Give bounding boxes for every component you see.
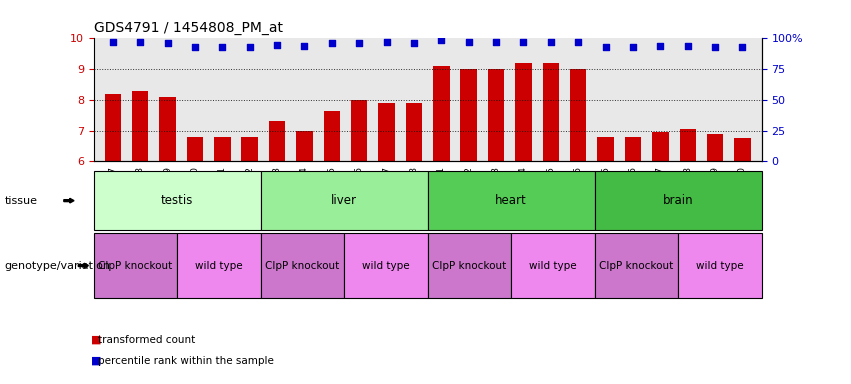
Bar <box>351 100 368 161</box>
Bar <box>296 131 312 161</box>
Point <box>298 43 311 49</box>
Point <box>380 39 393 45</box>
Point <box>243 44 256 50</box>
Bar <box>707 134 723 161</box>
Point <box>352 40 366 46</box>
Bar <box>132 91 148 161</box>
Bar <box>679 129 696 161</box>
Bar <box>652 132 669 161</box>
Text: liver: liver <box>331 194 357 207</box>
Text: ■: ■ <box>91 335 101 345</box>
Bar <box>323 111 340 161</box>
Point <box>188 44 202 50</box>
Text: GDS4791 / 1454808_PM_at: GDS4791 / 1454808_PM_at <box>94 21 283 35</box>
Point <box>626 44 640 50</box>
Text: ClpP knockout: ClpP knockout <box>432 260 506 271</box>
Point <box>134 39 147 45</box>
Point <box>489 39 503 45</box>
Bar <box>186 137 203 161</box>
Bar <box>597 137 614 161</box>
Point <box>599 44 613 50</box>
Text: tissue: tissue <box>4 195 37 206</box>
Text: ClpP knockout: ClpP knockout <box>599 260 673 271</box>
Bar <box>242 137 258 161</box>
Bar <box>105 94 121 161</box>
Bar <box>159 97 176 161</box>
Bar <box>488 69 505 161</box>
Bar <box>406 103 422 161</box>
Text: brain: brain <box>663 194 694 207</box>
Point <box>654 43 667 49</box>
Text: heart: heart <box>495 194 527 207</box>
Bar <box>214 137 231 161</box>
Text: ClpP knockout: ClpP knockout <box>98 260 173 271</box>
Bar <box>570 69 586 161</box>
Text: wild type: wild type <box>696 260 744 271</box>
Point <box>735 44 749 50</box>
Bar <box>433 66 449 161</box>
Bar <box>543 63 559 161</box>
Point <box>708 44 722 50</box>
Point <box>215 44 229 50</box>
Point <box>435 36 448 43</box>
Point <box>517 39 530 45</box>
Text: wild type: wild type <box>195 260 243 271</box>
Point <box>544 39 557 45</box>
Point <box>106 39 120 45</box>
Bar <box>515 63 532 161</box>
Bar <box>460 69 477 161</box>
Point <box>681 43 694 49</box>
Bar <box>734 138 751 161</box>
Bar <box>379 103 395 161</box>
Point <box>325 40 339 46</box>
Text: wild type: wild type <box>529 260 577 271</box>
Bar <box>269 121 285 161</box>
Bar <box>625 137 641 161</box>
Text: testis: testis <box>161 194 193 207</box>
Point <box>571 39 585 45</box>
Point <box>462 39 476 45</box>
Text: transformed count: transformed count <box>98 335 195 345</box>
Text: percentile rank within the sample: percentile rank within the sample <box>98 356 274 366</box>
Point <box>161 40 174 46</box>
Text: genotype/variation: genotype/variation <box>4 260 111 271</box>
Text: wild type: wild type <box>362 260 409 271</box>
Point <box>271 41 284 48</box>
Point <box>407 40 420 46</box>
Text: ClpP knockout: ClpP knockout <box>266 260 340 271</box>
Text: ■: ■ <box>91 356 101 366</box>
